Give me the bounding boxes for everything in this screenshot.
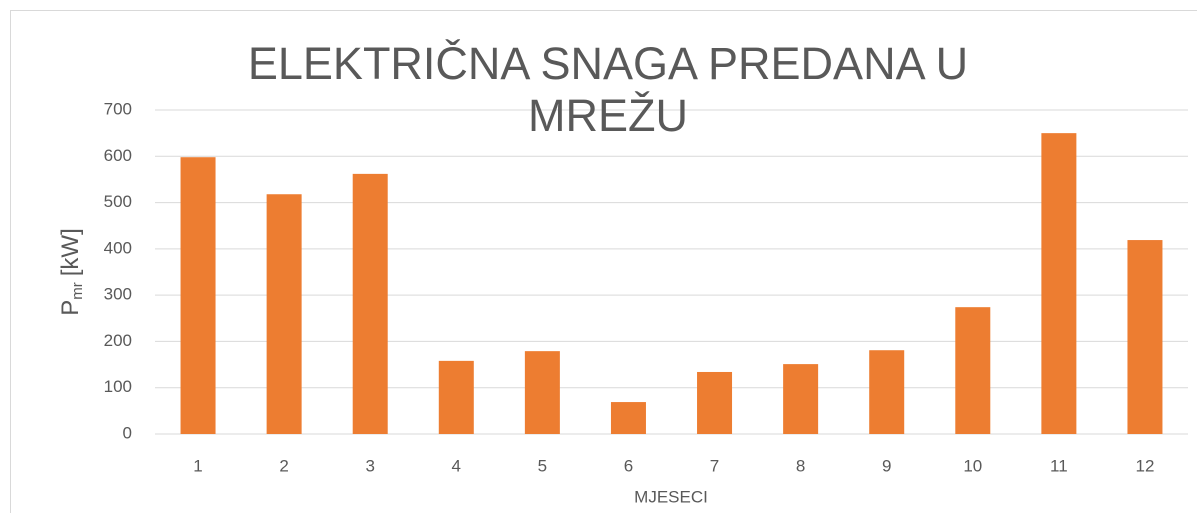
chart-title: ELEKTRIČNA SNAGA PREDANA U MREŽU (247, 38, 969, 141)
y-tick-label: 400 (104, 238, 132, 257)
bar (180, 157, 216, 434)
bar (783, 364, 819, 434)
y-tick-label: 600 (104, 146, 132, 165)
bar (1127, 240, 1163, 434)
y-tick-label: 300 (104, 285, 132, 304)
y-label-unit: [kW] (57, 228, 84, 276)
x-tick-label: 3 (365, 456, 374, 475)
x-tick-label: 4 (452, 456, 461, 475)
y-label-sub: mr (69, 282, 86, 300)
bar (524, 351, 560, 434)
x-tick-label: 12 (1135, 456, 1154, 475)
bar (352, 173, 388, 435)
bar (438, 360, 474, 434)
x-tick-label: 7 (710, 456, 719, 475)
x-tick-label: 1 (193, 456, 202, 475)
bar (1041, 133, 1077, 434)
x-axis-label: MJESECI (634, 487, 708, 506)
x-tick-label: 5 (538, 456, 547, 475)
x-tick-label: 9 (882, 456, 891, 475)
x-tick-label: 6 (624, 456, 633, 475)
y-tick-label: 100 (104, 377, 132, 396)
x-tick-label: 11 (1050, 456, 1068, 475)
x-tick-label: 2 (279, 456, 288, 475)
y-label-main: P (57, 300, 84, 316)
y-tick-label: 500 (104, 192, 132, 211)
x-tick-label: 10 (963, 456, 982, 475)
bar (266, 194, 302, 434)
bar (697, 371, 733, 434)
y-tick-label: 200 (104, 331, 132, 350)
bar (869, 350, 905, 434)
bar (955, 307, 991, 434)
y-tick-label: 700 (104, 99, 132, 118)
y-tick-label: 0 (123, 423, 132, 442)
x-tick-label: 8 (796, 456, 805, 475)
y-axis-label: Pmr [kW] (57, 228, 86, 316)
bar (610, 402, 646, 434)
chart-frame (10, 10, 1197, 513)
